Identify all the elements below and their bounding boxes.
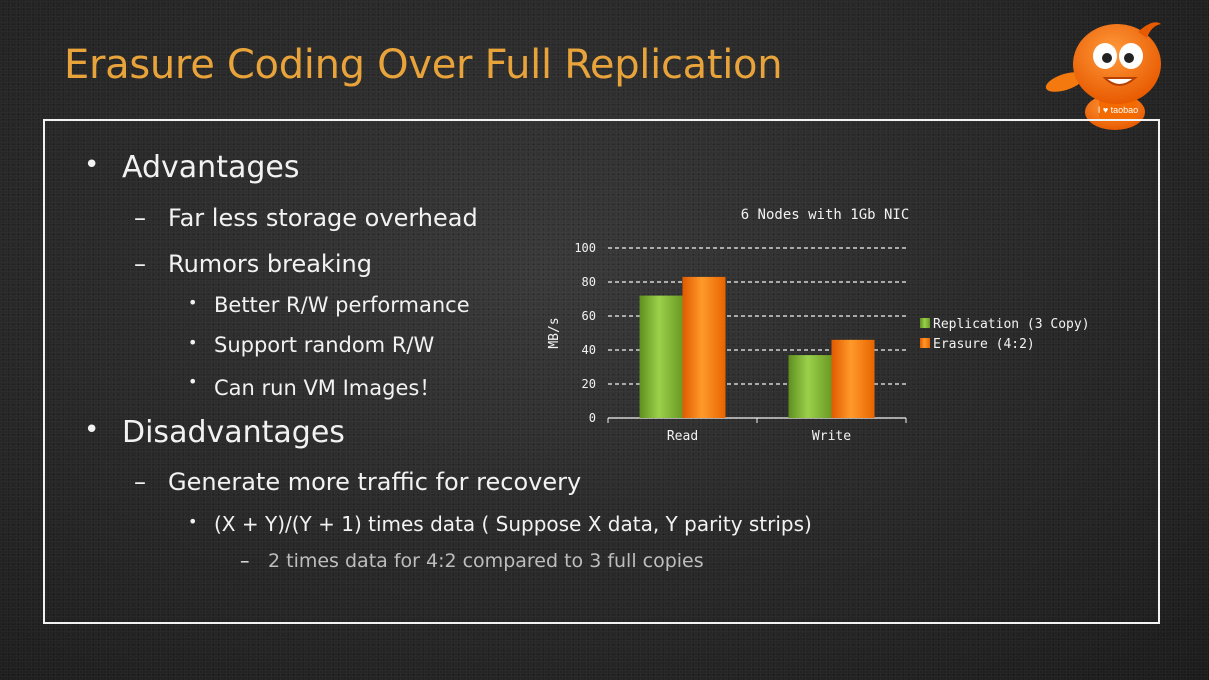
y-tick-label: 40 xyxy=(582,343,596,357)
bar-replication-read xyxy=(639,295,683,418)
heading-advantages: Advantages xyxy=(122,150,300,185)
y-axis-label: MB/s xyxy=(547,317,562,348)
legend-swatch xyxy=(920,318,930,328)
item-example: 2 times data for 4:2 compared to 3 full … xyxy=(268,550,704,572)
throughput-bar-chart: 6 Nodes with 1Gb NIC MB/s 0 20 40 60 80 100 R… xyxy=(547,207,1090,444)
dash-marker: – xyxy=(240,550,250,572)
dash-marker: – xyxy=(134,468,146,496)
item-vm-images: Can run VM Images！ xyxy=(214,376,441,400)
bar-replication-write xyxy=(788,355,832,418)
y-tick-label: 0 xyxy=(589,411,596,425)
bar-erasure-read xyxy=(682,276,726,418)
taobao-mascot-icon: I ♥ taobao xyxy=(1045,22,1161,130)
dash-marker: – xyxy=(134,250,146,278)
item-rw-performance: Better R/W performance xyxy=(214,293,470,317)
item-recovery-traffic: Generate more traffic for recovery xyxy=(168,468,582,496)
bullet-marker: • xyxy=(84,415,100,445)
x-tick-label: Read xyxy=(667,429,698,444)
bullet-marker: • xyxy=(84,150,100,180)
legend-label: Erasure (4:2) xyxy=(933,337,1035,352)
bullet-marker: • xyxy=(188,333,198,352)
item-rumors-breaking: Rumors breaking xyxy=(168,250,372,278)
slide-title: Erasure Coding Over Full Replication xyxy=(64,42,783,88)
item-formula: (X + Y)/(Y + 1) times data ( Suppose X d… xyxy=(214,512,812,536)
content-frame xyxy=(43,119,1160,624)
bar-erasure-write xyxy=(831,339,875,418)
item-storage-overhead: Far less storage overhead xyxy=(168,204,478,232)
y-tick-label: 20 xyxy=(582,377,596,391)
bullet-marker: • xyxy=(188,293,198,312)
bullet-marker: • xyxy=(188,372,198,391)
y-tick-label: 60 xyxy=(582,309,596,323)
y-tick-label: 100 xyxy=(574,241,596,255)
mascot-label: I ♥ taobao xyxy=(1098,105,1138,115)
legend-swatch xyxy=(920,338,930,348)
item-random-rw: Support random R/W xyxy=(214,333,435,357)
heading-disadvantages: Disadvantages xyxy=(122,415,345,450)
chart-title: 6 Nodes with 1Gb NIC xyxy=(741,207,910,223)
x-tick-label: Write xyxy=(812,429,851,444)
bullet-marker: • xyxy=(188,512,198,531)
y-tick-label: 80 xyxy=(582,275,596,289)
legend-label: Replication (3 Copy) xyxy=(933,317,1090,332)
dash-marker: – xyxy=(134,204,146,232)
